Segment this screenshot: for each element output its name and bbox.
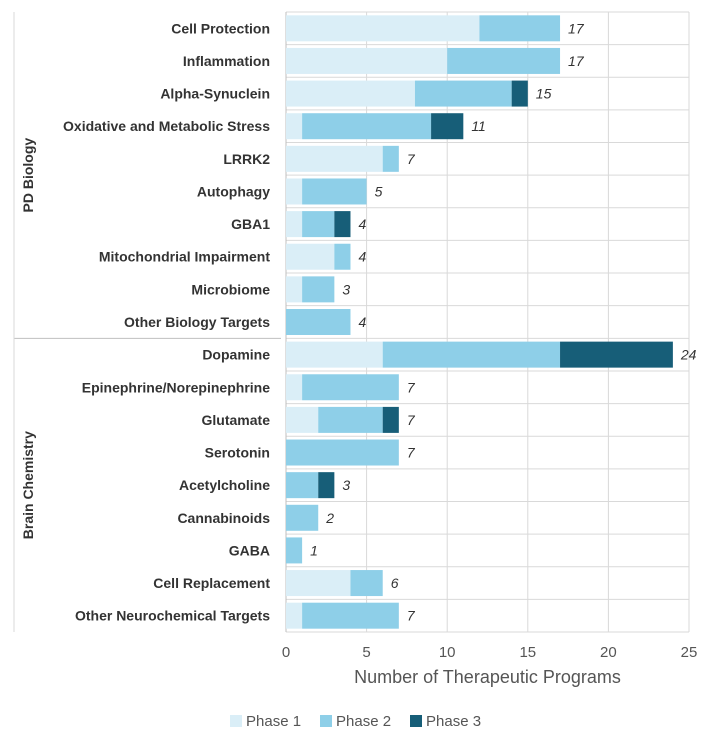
category-label: Microbiome xyxy=(191,281,270,297)
category-label: Serotonin xyxy=(205,445,270,461)
total-label: 4 xyxy=(358,249,366,265)
category-label: Dopamine xyxy=(202,347,270,363)
bar-segment-phase-1 xyxy=(286,178,303,205)
total-label: 7 xyxy=(407,412,416,428)
total-label: 7 xyxy=(407,608,416,624)
total-label: 4 xyxy=(358,216,366,232)
legend-swatch-phase-1 xyxy=(230,715,242,727)
category-label: Cell Protection xyxy=(171,20,270,36)
bar-segment-phase-2 xyxy=(302,374,399,401)
total-label: 7 xyxy=(407,445,416,461)
total-label: 2 xyxy=(325,510,334,526)
bar-segment-phase-2 xyxy=(286,537,303,564)
bar-segment-phase-2 xyxy=(302,178,367,205)
bar-segment-phase-2 xyxy=(286,472,319,499)
bar-segment-phase-2 xyxy=(302,211,335,238)
bar-segment-phase-2 xyxy=(302,113,432,140)
total-label: 5 xyxy=(375,183,383,199)
legend-label: Phase 2 xyxy=(336,713,391,730)
category-label: Glutamate xyxy=(202,412,271,428)
total-label: 1 xyxy=(310,542,318,558)
x-tick-label: 15 xyxy=(519,644,536,661)
total-label: 4 xyxy=(358,314,366,330)
bar-segment-phase-2 xyxy=(382,145,399,172)
bar-segment-phase-2 xyxy=(479,15,561,42)
total-label: 15 xyxy=(536,86,552,102)
category-label: Other Biology Targets xyxy=(124,314,270,330)
bar-segment-phase-1 xyxy=(286,570,351,597)
bar-segment-phase-3 xyxy=(560,341,673,368)
category-label: GABA xyxy=(229,542,270,558)
bar-segment-phase-2 xyxy=(382,341,561,368)
category-label: Autophagy xyxy=(197,183,270,199)
bar-segment-phase-3 xyxy=(431,113,464,140)
total-label: 7 xyxy=(407,379,416,395)
category-label: Epinephrine/Norepinephrine xyxy=(82,379,270,395)
category-label: Cannabinoids xyxy=(177,510,270,526)
category-label: Oxidative and Metabolic Stress xyxy=(63,118,270,134)
bar-segment-phase-1 xyxy=(286,406,319,433)
category-label: Inflammation xyxy=(183,53,270,69)
bar-segment-phase-2 xyxy=(286,439,399,466)
total-label: 3 xyxy=(342,477,350,493)
x-tick-label: 5 xyxy=(362,644,370,661)
bar-segment-phase-2 xyxy=(447,47,561,74)
x-tick-label: 20 xyxy=(600,644,617,661)
legend-label: Phase 3 xyxy=(426,713,481,730)
category-label: Cell Replacement xyxy=(153,575,270,591)
category-label: Mitochondrial Impairment xyxy=(99,249,270,265)
bar-segment-phase-2 xyxy=(318,406,383,433)
bar-segment-phase-2 xyxy=(302,276,335,303)
legend-swatch-phase-2 xyxy=(320,715,332,727)
category-label: LRRK2 xyxy=(223,151,270,167)
bar-segment-phase-1 xyxy=(286,47,448,74)
bar-segment-phase-1 xyxy=(286,374,303,401)
category-label: Acetylcholine xyxy=(179,477,270,493)
x-tick-label: 0 xyxy=(282,644,290,661)
total-label: 11 xyxy=(471,118,486,134)
x-axis-title: Number of Therapeutic Programs xyxy=(354,667,621,687)
x-tick-label: 10 xyxy=(439,644,456,661)
group-label: PD Biology xyxy=(20,138,36,213)
bar-segment-phase-3 xyxy=(382,406,399,433)
bar-segment-phase-3 xyxy=(511,80,528,107)
bar-segment-phase-2 xyxy=(286,309,351,335)
x-tick-label: 25 xyxy=(681,644,698,661)
bar-segment-phase-2 xyxy=(350,570,383,597)
bar-segment-phase-1 xyxy=(286,113,303,140)
legend-label: Phase 1 xyxy=(246,713,301,730)
bar-segment-phase-1 xyxy=(286,276,303,303)
bar-segment-phase-2 xyxy=(334,243,351,270)
total-label: 24 xyxy=(680,347,697,363)
bar-segment-phase-2 xyxy=(414,80,512,107)
category-label: Alpha-Synuclein xyxy=(160,86,270,102)
total-label: 17 xyxy=(568,20,585,36)
total-label: 17 xyxy=(568,53,585,69)
bar-segment-phase-1 xyxy=(286,145,383,172)
category-label: GBA1 xyxy=(231,216,270,232)
bar-segment-phase-1 xyxy=(286,341,383,368)
group-label: Brain Chemistry xyxy=(20,431,36,539)
bar-segment-phase-2 xyxy=(286,504,319,531)
bar-segment-phase-1 xyxy=(286,243,335,270)
bar-segment-phase-1 xyxy=(286,602,303,629)
bar-segment-phase-3 xyxy=(334,211,351,238)
bar-segment-phase-2 xyxy=(302,602,399,629)
total-label: 7 xyxy=(407,151,416,167)
bar-segment-phase-3 xyxy=(318,472,335,499)
total-label: 3 xyxy=(342,281,350,297)
bar-segment-phase-1 xyxy=(286,15,480,42)
legend-swatch-phase-3 xyxy=(410,715,422,727)
bar-segment-phase-1 xyxy=(286,80,415,107)
bar-segment-phase-1 xyxy=(286,211,303,238)
total-label: 6 xyxy=(391,575,399,591)
category-label: Other Neurochemical Targets xyxy=(75,608,270,624)
